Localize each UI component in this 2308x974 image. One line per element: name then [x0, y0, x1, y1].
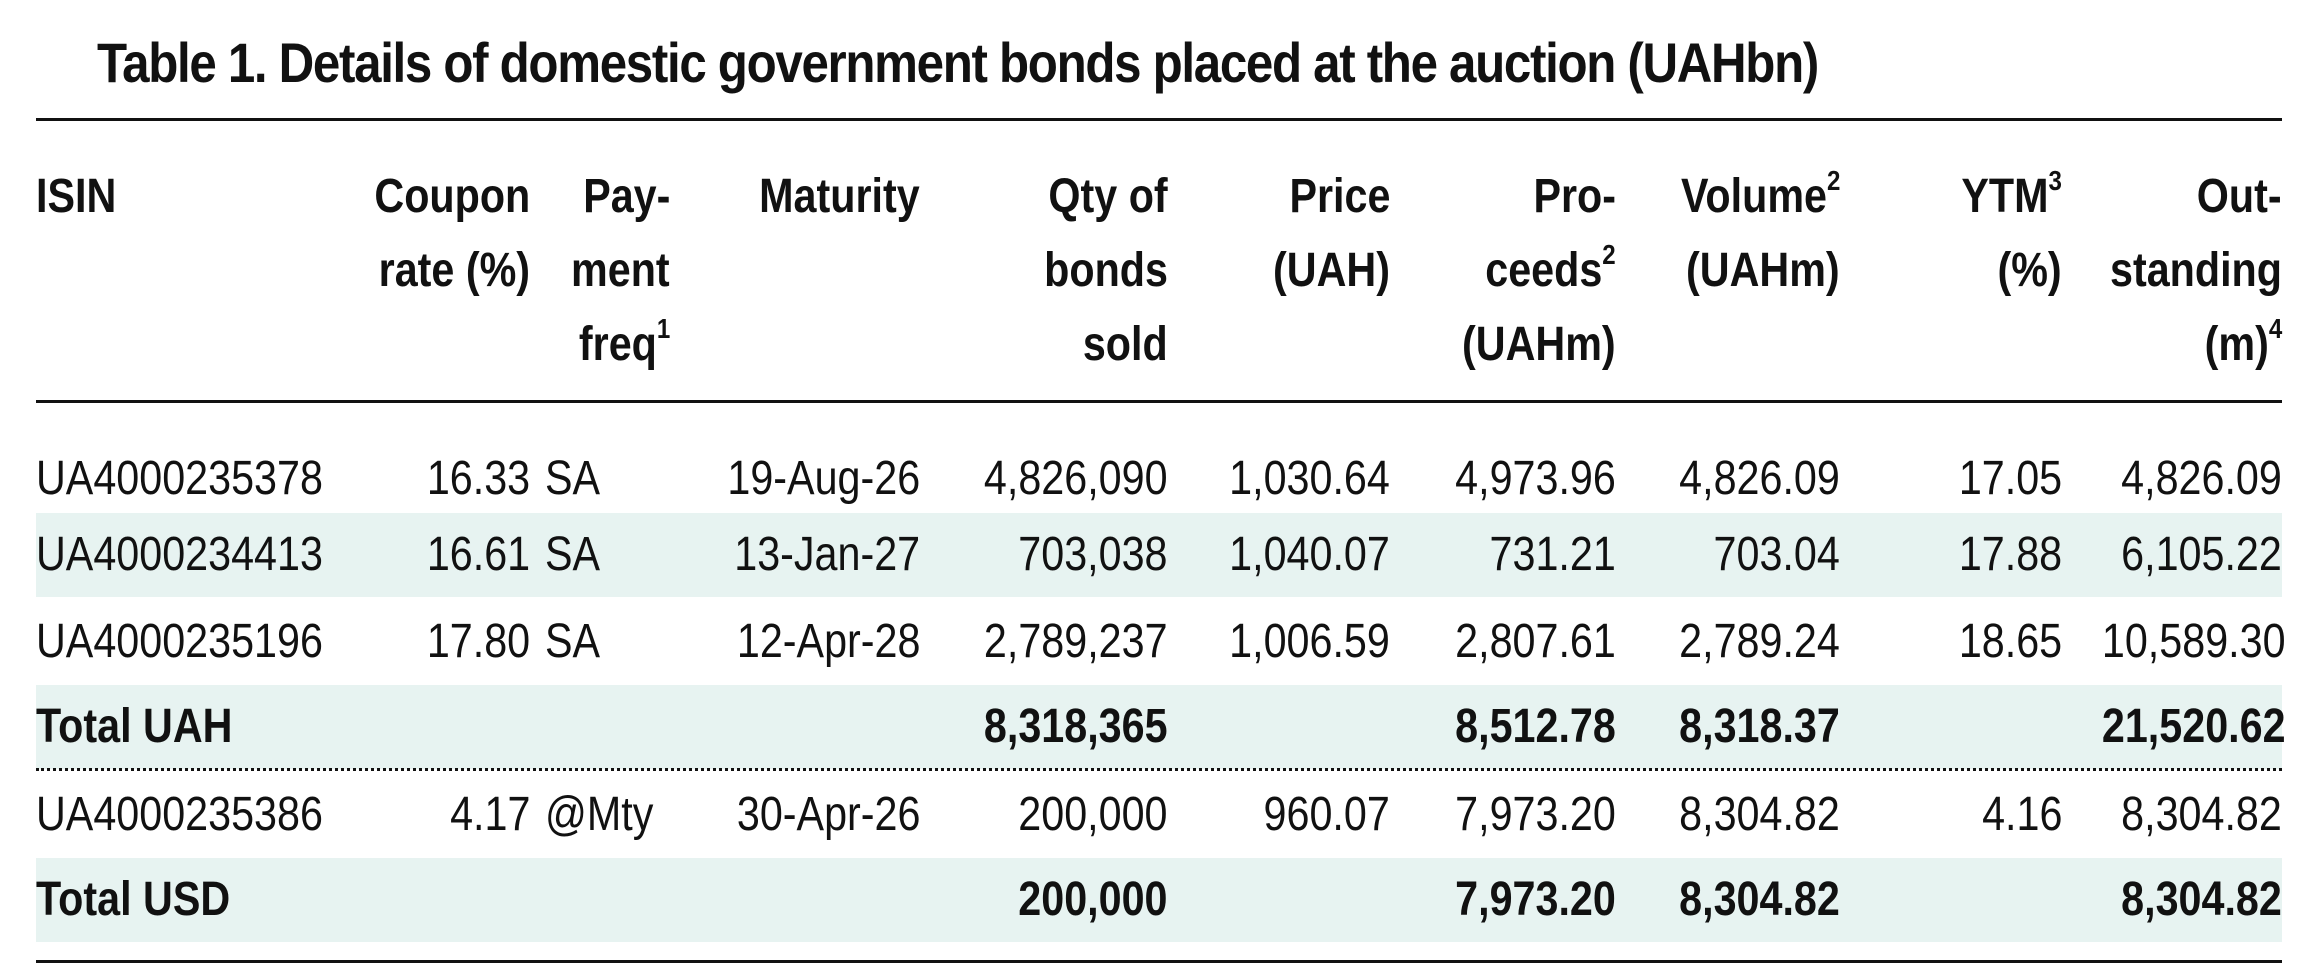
cell-qty: 4,826,090: [984, 452, 1168, 505]
bottom-rule: [36, 960, 2282, 963]
cell-isin: UA4000234413: [36, 528, 323, 581]
header-coupon-rate: Coupon rate (%): [374, 170, 530, 297]
cell-isin: Total USD: [36, 873, 231, 926]
cell-proceeds: 731.21: [1489, 528, 1616, 581]
header-ytm: YTM3 (%): [1961, 165, 2062, 298]
cell-coupon: 4.17: [449, 788, 530, 841]
cell-volume: 4,826.09: [1679, 452, 1840, 505]
total-row-uah: Total UAH 8,318,365 8,512.78 8,318.37 21…: [0, 685, 2308, 769]
cell-price: 960.07: [1263, 788, 1390, 841]
cell-qty: 2,789,237: [984, 615, 1168, 668]
cell-outstanding: 6,105.22: [2121, 528, 2282, 581]
cell-coupon: 16.61: [426, 528, 530, 581]
cell-qty: 703,038: [1018, 528, 1168, 581]
cell-isin: UA4000235386: [36, 788, 323, 841]
row-band: [36, 513, 2282, 597]
top-rule: [36, 118, 2282, 121]
cell-payment: SA: [545, 528, 601, 581]
cell-coupon: 17.80: [426, 615, 530, 668]
cell-isin: UA4000235378: [36, 452, 323, 505]
cell-isin: UA4000235196: [36, 615, 323, 668]
header-isin: ISIN: [36, 170, 117, 223]
cell-proceeds: 8,512.78: [1455, 700, 1616, 753]
cell-ytm: 17.05: [1958, 452, 2062, 505]
header-rule: [36, 400, 2282, 403]
cell-outstanding: 8,304.82: [2121, 873, 2282, 926]
cell-outstanding: 21,520.62: [2101, 700, 2286, 753]
cell-outstanding: 10,589.30: [2101, 615, 2286, 668]
cell-isin: Total UAH: [36, 700, 233, 753]
total-usd-band: [36, 858, 2282, 942]
table-title: Table 1. Details of domestic government …: [97, 31, 1819, 94]
cell-ytm: 18.65: [1958, 615, 2062, 668]
cell-proceeds: 7,973.20: [1455, 788, 1616, 841]
header-maturity: Maturity: [759, 170, 920, 223]
table-row: UA4000235196 17.80 SA 12-Apr-28 2,789,23…: [0, 600, 2308, 684]
header-price: Price (UAH): [1273, 170, 1390, 297]
cell-payment: SA: [545, 452, 601, 505]
cell-proceeds: 2,807.61: [1455, 615, 1616, 668]
cell-outstanding: 8,304.82: [2121, 788, 2282, 841]
cell-outstanding: 4,826.09: [2121, 452, 2282, 505]
cell-payment: @Mty: [545, 788, 654, 841]
total-row-usd: Total USD 200,000 7,973.20 8,304.82 8,30…: [0, 858, 2308, 942]
cell-volume: 703.04: [1713, 528, 1840, 581]
table-row: UA4000235386 4.17 @Mty 30-Apr-26 200,000…: [0, 773, 2308, 857]
cell-coupon: 16.33: [426, 452, 530, 505]
cell-volume: 8,318.37: [1679, 700, 1840, 753]
cell-qty: 200,000: [1018, 873, 1168, 926]
cell-payment: SA: [545, 615, 601, 668]
cell-ytm: 4.16: [1981, 788, 2062, 841]
cell-maturity: 30-Apr-26: [736, 788, 920, 841]
table-row: UA4000234413 16.61 SA 13-Jan-27 703,038 …: [0, 513, 2308, 597]
cell-qty: 8,318,365: [984, 700, 1168, 753]
total-uah-band: [36, 685, 2282, 769]
cell-price: 1,006.59: [1229, 615, 1390, 668]
header-payment-freq: Pay- ment freq1: [571, 170, 670, 371]
dotted-separator: [36, 768, 2282, 771]
cell-proceeds: 4,973.96: [1455, 452, 1616, 505]
cell-price: 1,040.07: [1229, 528, 1390, 581]
cell-volume: 2,789.24: [1679, 615, 1840, 668]
cell-proceeds: 7,973.20: [1455, 873, 1616, 926]
header-qty-sold: Qty of bonds sold: [1044, 170, 1168, 371]
cell-maturity: 13-Jan-27: [734, 528, 920, 581]
header-proceeds: Pro- ceeds2 (UAHm): [1462, 170, 1616, 371]
cell-qty: 200,000: [1018, 788, 1168, 841]
header-outstanding: Out- standing (m)4: [2110, 170, 2282, 371]
table-row: UA4000235378 16.33 SA 19-Aug-26 4,826,09…: [0, 437, 2308, 521]
cell-ytm: 17.88: [1958, 528, 2062, 581]
header-volume: Volume2 (UAHm): [1680, 165, 1840, 298]
cell-maturity: 12-Apr-28: [736, 615, 920, 668]
cell-volume: 8,304.82: [1679, 788, 1840, 841]
cell-volume: 8,304.82: [1679, 873, 1840, 926]
cell-price: 1,030.64: [1229, 452, 1390, 505]
cell-maturity: 19-Aug-26: [727, 452, 920, 505]
